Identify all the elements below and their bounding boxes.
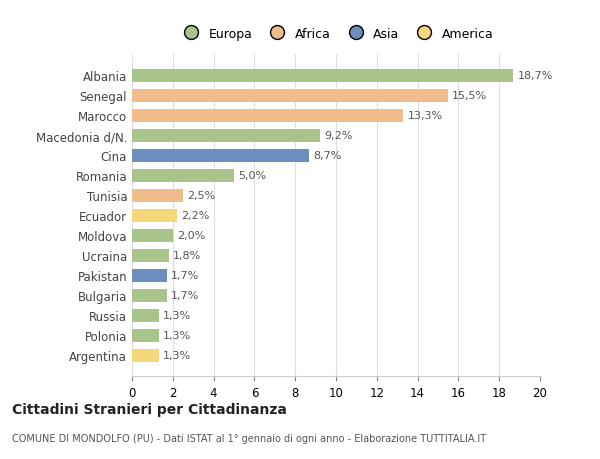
- Text: 2,5%: 2,5%: [187, 191, 215, 201]
- Text: 2,2%: 2,2%: [181, 211, 209, 221]
- Bar: [132, 269, 167, 282]
- Text: 1,7%: 1,7%: [171, 291, 199, 301]
- Bar: [132, 150, 310, 162]
- Legend: Europa, Africa, Asia, America: Europa, Africa, Asia, America: [173, 23, 499, 46]
- Bar: [132, 289, 167, 302]
- Text: 1,3%: 1,3%: [163, 330, 191, 340]
- Text: 1,8%: 1,8%: [173, 251, 201, 261]
- Bar: [132, 169, 234, 182]
- Bar: [132, 349, 158, 362]
- Text: 15,5%: 15,5%: [452, 91, 487, 101]
- Text: 9,2%: 9,2%: [324, 131, 352, 141]
- Text: 1,3%: 1,3%: [163, 350, 191, 360]
- Bar: [132, 309, 158, 322]
- Text: 13,3%: 13,3%: [407, 111, 443, 121]
- Text: 5,0%: 5,0%: [238, 171, 266, 181]
- Bar: [132, 90, 448, 102]
- Text: COMUNE DI MONDOLFO (PU) - Dati ISTAT al 1° gennaio di ogni anno - Elaborazione T: COMUNE DI MONDOLFO (PU) - Dati ISTAT al …: [12, 433, 486, 442]
- Bar: [132, 129, 320, 142]
- Bar: [132, 329, 158, 342]
- Text: 8,7%: 8,7%: [314, 151, 342, 161]
- Bar: [132, 229, 173, 242]
- Text: Cittadini Stranieri per Cittadinanza: Cittadini Stranieri per Cittadinanza: [12, 402, 287, 416]
- Bar: [132, 70, 514, 83]
- Text: 1,7%: 1,7%: [171, 270, 199, 280]
- Text: 18,7%: 18,7%: [518, 71, 553, 81]
- Text: 2,0%: 2,0%: [177, 231, 205, 241]
- Bar: [132, 189, 183, 202]
- Text: 1,3%: 1,3%: [163, 310, 191, 320]
- Bar: [132, 249, 169, 262]
- Bar: [132, 209, 177, 222]
- Bar: [132, 110, 403, 123]
